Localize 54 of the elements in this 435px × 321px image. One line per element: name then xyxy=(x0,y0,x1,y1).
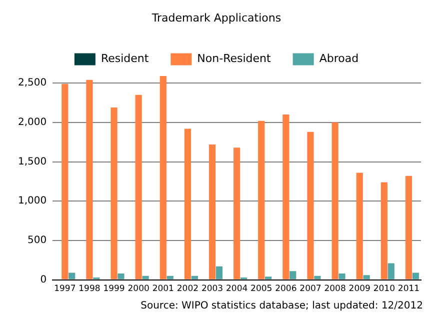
x-tick-label: 2002 xyxy=(176,284,199,294)
x-tick-label: 2000 xyxy=(128,284,150,294)
x-tick-label: 1999 xyxy=(103,284,125,294)
source-note: Source: WIPO statistics database; last updated: 12/2012 xyxy=(140,300,423,312)
bar xyxy=(363,275,370,280)
x-tick-label: 2003 xyxy=(201,284,224,294)
x-tick-label: 1997 xyxy=(54,284,76,294)
legend-label: Non-Resident xyxy=(197,52,272,66)
bar xyxy=(135,94,142,280)
bar xyxy=(388,263,394,280)
bar xyxy=(282,114,290,280)
x-tick-label: 2001 xyxy=(152,284,174,294)
chart-title: Trademark Applications xyxy=(150,11,282,24)
y-tick-label: 1,000 xyxy=(18,196,47,207)
bar xyxy=(338,274,346,280)
x-tick-label: 2011 xyxy=(398,284,420,294)
bar xyxy=(258,120,265,280)
y-tick-label: 500 xyxy=(28,235,47,246)
bar xyxy=(110,107,118,280)
y-tick-label: 1,500 xyxy=(18,156,47,168)
x-tick-label: 2006 xyxy=(275,284,297,294)
bar xyxy=(356,172,363,280)
x-tick-label: 2010 xyxy=(373,284,395,294)
x-tick-label: 1998 xyxy=(78,284,100,294)
y-tick-label: 2,000 xyxy=(18,117,47,128)
x-tick-label: 2008 xyxy=(324,284,346,294)
legend-label: Abroad xyxy=(319,52,359,66)
x-tick-label: 2007 xyxy=(300,284,322,294)
bar xyxy=(290,271,296,280)
bar xyxy=(332,122,338,280)
bar xyxy=(412,272,419,280)
bar xyxy=(307,132,314,280)
bar xyxy=(216,266,223,280)
bar xyxy=(68,272,76,280)
y-tick-label: 0 xyxy=(40,274,47,286)
legend-label: Resident xyxy=(100,52,150,66)
bar xyxy=(166,276,174,280)
bar xyxy=(314,276,321,280)
bar xyxy=(234,148,240,280)
bar xyxy=(160,76,166,280)
x-tick-label: 2009 xyxy=(348,284,370,294)
bar xyxy=(62,84,68,280)
x-tick-label: 2004 xyxy=(226,284,248,294)
bar xyxy=(265,276,272,280)
bar xyxy=(380,182,388,280)
y-tick-label: 2,500 xyxy=(18,78,47,89)
bar xyxy=(191,276,198,280)
bar xyxy=(208,144,216,280)
bar xyxy=(86,80,93,280)
bar xyxy=(142,276,149,280)
bar xyxy=(184,128,192,280)
bar xyxy=(405,176,412,280)
bar xyxy=(118,274,124,280)
x-tick-label: 2005 xyxy=(250,284,272,294)
